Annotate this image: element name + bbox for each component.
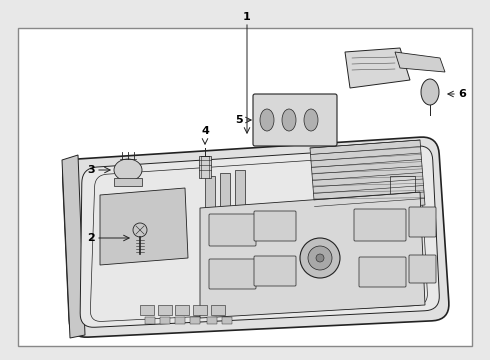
Ellipse shape: [260, 109, 274, 131]
Text: 1: 1: [243, 12, 251, 22]
Circle shape: [133, 223, 147, 237]
FancyBboxPatch shape: [354, 209, 406, 241]
Bar: [175, 317, 185, 324]
FancyBboxPatch shape: [254, 256, 296, 286]
Bar: [190, 317, 200, 324]
Text: 3: 3: [87, 165, 95, 175]
Polygon shape: [310, 140, 425, 213]
Ellipse shape: [304, 109, 318, 131]
Polygon shape: [200, 192, 425, 318]
Circle shape: [300, 238, 340, 278]
Bar: [175, 305, 189, 315]
Text: 6: 6: [458, 89, 466, 99]
Polygon shape: [80, 146, 439, 327]
Ellipse shape: [282, 109, 296, 131]
FancyBboxPatch shape: [359, 257, 406, 287]
Bar: [235, 170, 245, 300]
Text: 2: 2: [87, 233, 95, 243]
Bar: [199, 156, 211, 178]
Bar: [205, 176, 215, 300]
FancyBboxPatch shape: [254, 211, 296, 241]
FancyBboxPatch shape: [209, 259, 256, 289]
Bar: [220, 173, 230, 300]
Circle shape: [308, 246, 332, 270]
Bar: [160, 317, 170, 324]
Bar: [222, 317, 232, 324]
FancyBboxPatch shape: [209, 214, 256, 246]
Polygon shape: [62, 155, 85, 338]
Ellipse shape: [421, 79, 439, 105]
Bar: [390, 176, 415, 194]
Bar: [140, 305, 154, 315]
Polygon shape: [63, 137, 449, 337]
Bar: [211, 305, 225, 315]
FancyBboxPatch shape: [409, 207, 436, 237]
Text: 4: 4: [201, 126, 209, 136]
Polygon shape: [395, 52, 445, 72]
FancyBboxPatch shape: [409, 255, 436, 283]
Bar: [145, 317, 155, 324]
Bar: [207, 317, 217, 324]
Bar: [193, 305, 207, 315]
Ellipse shape: [114, 159, 142, 181]
Polygon shape: [345, 48, 410, 88]
Circle shape: [316, 254, 324, 262]
Polygon shape: [100, 188, 188, 265]
Bar: [114, 178, 142, 186]
Bar: [158, 305, 172, 315]
Bar: [18, 28, 472, 346]
FancyBboxPatch shape: [253, 94, 337, 146]
Text: 5: 5: [235, 115, 243, 125]
